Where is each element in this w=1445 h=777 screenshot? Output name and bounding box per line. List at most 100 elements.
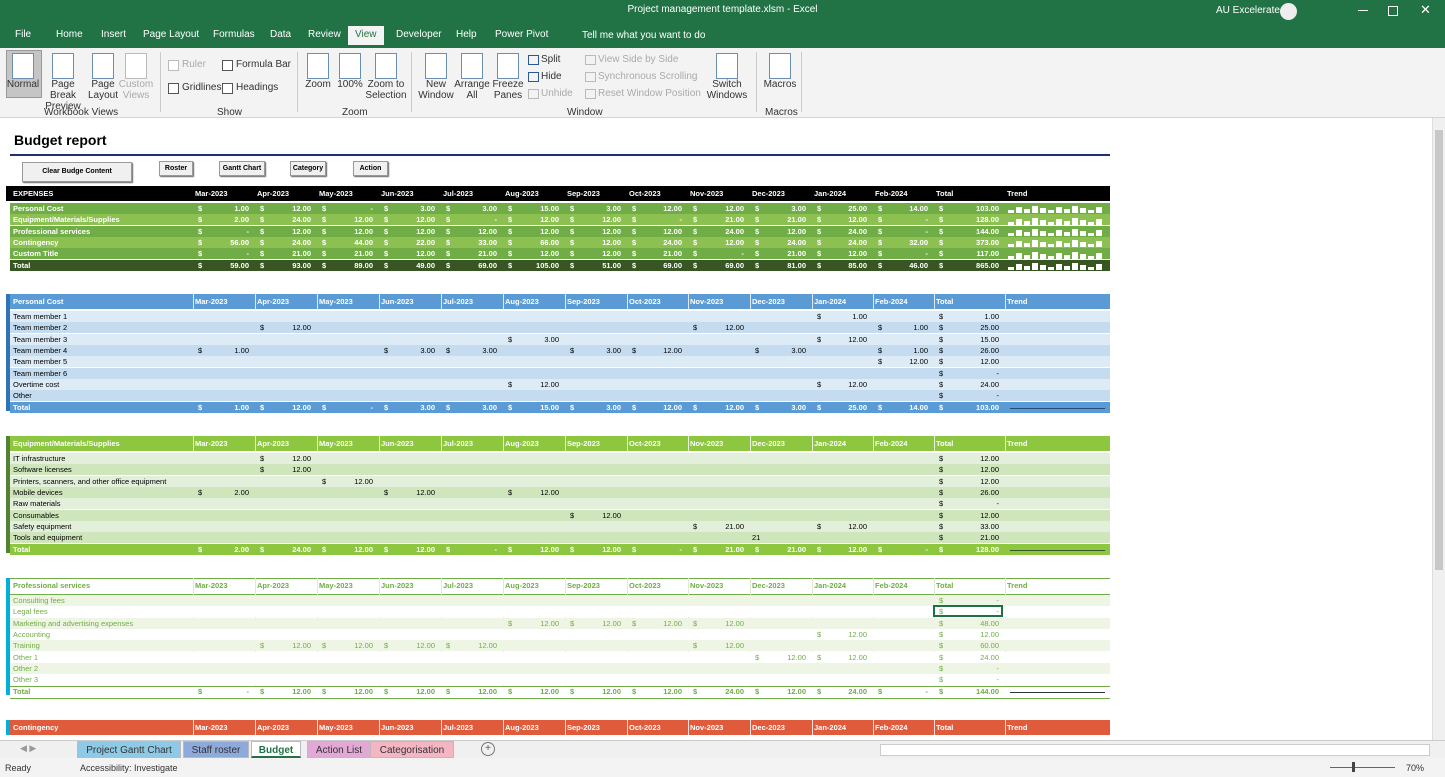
column-header: Mar-2023 — [195, 581, 228, 590]
checkbox[interactable] — [168, 83, 179, 94]
column-header: Apr-2023 — [257, 723, 290, 732]
checkbox-label[interactable]: Headings — [236, 82, 279, 93]
accessibility[interactable]: Accessibility: Investigate — [80, 763, 178, 773]
ribbon-tab[interactable]: Page Layout — [143, 29, 200, 40]
button-icon[interactable] — [92, 53, 114, 79]
checkbox-label[interactable]: Gridlines — [182, 82, 222, 93]
table-accent — [6, 294, 10, 412]
scroll-thumb[interactable] — [1435, 130, 1443, 570]
add-sheet[interactable]: + — [481, 742, 495, 756]
currency-symbol: $ — [878, 204, 883, 213]
button-icon[interactable] — [339, 53, 361, 79]
ribbon-tab[interactable]: Home — [56, 29, 83, 40]
ribbon-tab[interactable]: File — [15, 29, 32, 40]
sheet-tab[interactable]: Categorisation — [370, 741, 454, 758]
ribbon-button[interactable]: Page Layout — [88, 79, 119, 101]
checkbox[interactable] — [168, 60, 179, 71]
ribbon-button[interactable]: Macros — [763, 79, 797, 90]
column-header: Oct-2023 — [629, 723, 661, 732]
button-icon[interactable] — [461, 53, 483, 79]
ribbon-button[interactable]: Freeze Panes — [492, 79, 524, 101]
zoom-thumb[interactable] — [1352, 762, 1355, 772]
ribbon-tab[interactable]: Formulas — [213, 29, 255, 40]
small-button[interactable]: Split — [541, 54, 561, 65]
ribbon-tab[interactable]: Power Pivot — [495, 29, 549, 40]
zoom-level[interactable]: 70% — [1406, 763, 1425, 773]
selected-cell[interactable] — [933, 605, 1003, 617]
restore[interactable] — [1388, 6, 1398, 16]
currency-symbol: $ — [570, 618, 575, 628]
zoom-slider[interactable] — [1330, 767, 1395, 768]
ribbon-button[interactable]: 100% — [337, 79, 363, 90]
table-header: EXPENSES — [13, 189, 54, 198]
tell-me[interactable]: Tell me what you want to do — [582, 30, 706, 41]
table-row — [10, 333, 1110, 345]
column-divider — [1005, 720, 1006, 735]
icon[interactable] — [528, 55, 539, 65]
sheet-tab[interactable]: Project Gantt Chart — [77, 741, 181, 758]
small-button[interactable]: View Side by Side — [598, 54, 679, 65]
checkbox-label[interactable]: Formula Bar — [236, 59, 292, 70]
small-button[interactable]: Reset Window Position — [598, 88, 701, 99]
currency-symbol: $ — [322, 238, 327, 248]
checkbox[interactable] — [222, 83, 233, 94]
sheet-tab[interactable]: Action List — [307, 741, 371, 758]
button-icon[interactable] — [52, 53, 74, 79]
ribbon-tab[interactable]: Help — [456, 29, 477, 40]
small-button[interactable]: Hide — [541, 71, 562, 82]
cell-value: 33.00 — [980, 522, 999, 532]
cell-value: 3.00 — [420, 402, 435, 412]
button-icon[interactable] — [769, 53, 791, 79]
button-icon[interactable] — [375, 53, 397, 79]
sheet-tab[interactable]: Staff roster — [183, 741, 249, 758]
user-name[interactable]: AU Excelerate — [1216, 5, 1280, 16]
sheet-button[interactable]: Roster — [159, 161, 193, 176]
button-icon[interactable] — [716, 53, 738, 79]
icon[interactable] — [528, 72, 539, 82]
ribbon-tab[interactable]: Review — [308, 29, 341, 40]
ribbon-button[interactable]: Custom Views — [118, 79, 154, 101]
checkbox-label[interactable]: Ruler — [182, 59, 206, 70]
ribbon-button[interactable]: Zoom — [305, 79, 331, 90]
icon[interactable] — [585, 55, 596, 65]
sheet-button[interactable]: Clear Budge Content — [22, 162, 132, 182]
ribbon-button[interactable]: New Window — [418, 79, 454, 101]
ribbon-button[interactable]: Arrange All — [454, 79, 490, 101]
button-icon[interactable] — [425, 53, 447, 79]
sheet-button[interactable]: Category — [290, 161, 326, 176]
button-icon[interactable] — [125, 53, 147, 79]
small-button[interactable]: Unhide — [541, 88, 573, 99]
sheet-button[interactable]: Gantt Chart — [219, 161, 265, 176]
ribbon-button[interactable]: Normal — [6, 79, 40, 90]
horizontal-scrollbar[interactable] — [880, 744, 1430, 756]
icon[interactable] — [585, 89, 596, 99]
avatar[interactable] — [1280, 3, 1297, 20]
currency-symbol: $ — [198, 260, 203, 270]
cell-value: 21 — [752, 533, 761, 543]
currency-symbol: $ — [878, 260, 883, 270]
icon[interactable] — [528, 89, 539, 99]
close[interactable]: ✕ — [1420, 2, 1431, 17]
checkbox[interactable] — [222, 60, 233, 71]
column-header: Aug-2023 — [505, 581, 539, 590]
ribbon-tab[interactable]: View — [348, 26, 384, 45]
button-icon[interactable] — [307, 53, 329, 79]
ribbon-button[interactable]: Page Break Preview — [45, 79, 81, 112]
small-button[interactable]: Synchronous Scrolling — [598, 71, 698, 82]
vertical-scrollbar[interactable] — [1432, 118, 1445, 740]
button-icon[interactable] — [497, 53, 519, 79]
ribbon-button[interactable]: Switch Windows — [706, 79, 748, 101]
ribbon-tab[interactable]: Insert — [101, 29, 127, 40]
button-icon[interactable] — [12, 53, 34, 79]
sparkline-bar — [1088, 255, 1094, 259]
ribbon-button[interactable]: Zoom to Selection — [365, 79, 407, 101]
ribbon: Normal Page Break Preview Page Layout Custo… — [0, 48, 1445, 118]
column-header: Jan-2024 — [814, 189, 847, 198]
icon[interactable] — [585, 72, 596, 82]
minimize[interactable] — [1358, 10, 1368, 11]
ribbon-tab[interactable]: Data — [270, 29, 292, 40]
sheet-tab[interactable]: Budget — [251, 741, 301, 758]
sheet-button[interactable]: Action — [353, 161, 388, 176]
currency-symbol: $ — [446, 686, 451, 696]
ribbon-tab[interactable]: Developer — [396, 29, 442, 40]
